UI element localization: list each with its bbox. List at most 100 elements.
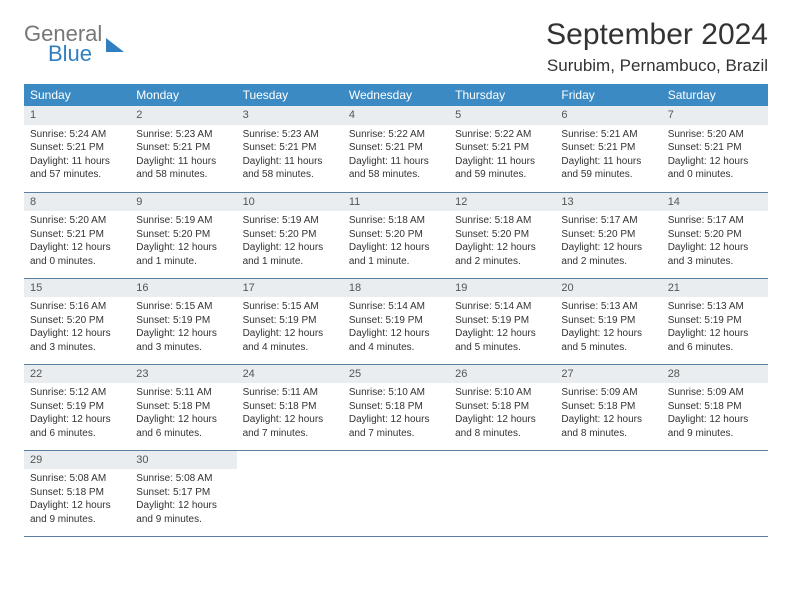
day-number: 21	[662, 279, 768, 298]
day-number: 2	[130, 106, 236, 125]
calendar-cell: 7Sunrise: 5:20 AMSunset: 5:21 PMDaylight…	[662, 106, 768, 192]
day-number: 3	[237, 106, 343, 125]
calendar-row: 29Sunrise: 5:08 AMSunset: 5:18 PMDayligh…	[24, 450, 768, 536]
sunrise-text: Sunrise: 5:11 AM	[136, 386, 230, 400]
calendar-row: 1Sunrise: 5:24 AMSunset: 5:21 PMDaylight…	[24, 106, 768, 192]
calendar-cell: 17Sunrise: 5:15 AMSunset: 5:19 PMDayligh…	[237, 278, 343, 364]
calendar-cell: 29Sunrise: 5:08 AMSunset: 5:18 PMDayligh…	[24, 450, 130, 536]
sunrise-text: Sunrise: 5:20 AM	[668, 128, 762, 142]
day-details: Sunrise: 5:19 AMSunset: 5:20 PMDaylight:…	[130, 211, 236, 274]
day-number: 17	[237, 279, 343, 298]
sunset-text: Sunset: 5:20 PM	[136, 228, 230, 242]
calendar-row: 15Sunrise: 5:16 AMSunset: 5:20 PMDayligh…	[24, 278, 768, 364]
day-number: 9	[130, 193, 236, 212]
daylight-text: Daylight: 12 hours and 4 minutes.	[243, 327, 337, 354]
day-number: 20	[555, 279, 661, 298]
day-details: Sunrise: 5:20 AMSunset: 5:21 PMDaylight:…	[662, 125, 768, 188]
day-number: 8	[24, 193, 130, 212]
day-details: Sunrise: 5:23 AMSunset: 5:21 PMDaylight:…	[237, 125, 343, 188]
calendar-cell: 11 Sunrise: 5:18 AMSunset: 5:20 PMDayligh…	[343, 192, 449, 278]
day-number: 30	[130, 451, 236, 470]
calendar-cell: 30Sunrise: 5:08 AMSunset: 5:17 PMDayligh…	[130, 450, 236, 536]
day-details: Sunrise: 5:11 AMSunset: 5:18 PMDaylight:…	[237, 383, 343, 446]
sunrise-text: Sunrise: 5:10 AM	[349, 386, 443, 400]
sunrise-text: Sunrise: 5:16 AM	[30, 300, 124, 314]
day-number: 22	[24, 365, 130, 384]
calendar-cell: 8Sunrise: 5:20 AMSunset: 5:21 PMDaylight…	[24, 192, 130, 278]
day-number: 11	[343, 193, 449, 212]
daylight-text: Daylight: 12 hours and 5 minutes.	[455, 327, 549, 354]
day-number: 7	[662, 106, 768, 125]
daylight-text: Daylight: 12 hours and 1 minute.	[136, 241, 230, 268]
daylight-text: Daylight: 11 hours and 58 minutes.	[349, 155, 443, 182]
day-details: Sunrise: 5:13 AMSunset: 5:19 PMDaylight:…	[555, 297, 661, 360]
calendar-row: 22Sunrise: 5:12 AMSunset: 5:19 PMDayligh…	[24, 364, 768, 450]
sunset-text: Sunset: 5:20 PM	[243, 228, 337, 242]
calendar-cell: 23Sunrise: 5:11 AMSunset: 5:18 PMDayligh…	[130, 364, 236, 450]
day-details: Sunrise: 5:08 AMSunset: 5:18 PMDaylight:…	[24, 469, 130, 532]
sunrise-text: Sunrise: 5:23 AM	[136, 128, 230, 142]
calendar-body: 1Sunrise: 5:24 AMSunset: 5:21 PMDaylight…	[24, 106, 768, 536]
sunset-text: Sunset: 5:20 PM	[349, 228, 443, 242]
day-details: Sunrise: 5:18 AMSunset: 5:20 PMDaylight:…	[449, 211, 555, 274]
day-details: Sunrise: 5:15 AMSunset: 5:19 PMDaylight:…	[130, 297, 236, 360]
day-details: Sunrise: 5:12 AMSunset: 5:19 PMDaylight:…	[24, 383, 130, 446]
calendar-cell: 24Sunrise: 5:11 AMSunset: 5:18 PMDayligh…	[237, 364, 343, 450]
calendar-cell: 9Sunrise: 5:19 AMSunset: 5:20 PMDaylight…	[130, 192, 236, 278]
weekday-header: Thursday	[449, 84, 555, 106]
day-number: 29	[24, 451, 130, 470]
daylight-text: Daylight: 11 hours and 59 minutes.	[455, 155, 549, 182]
sunrise-text: Sunrise: 5:22 AM	[349, 128, 443, 142]
daylight-text: Daylight: 11 hours and 58 minutes.	[136, 155, 230, 182]
daylight-text: Daylight: 12 hours and 1 minute.	[349, 241, 443, 268]
day-details: Sunrise: 5:14 AMSunset: 5:19 PMDaylight:…	[343, 297, 449, 360]
weekday-header: Tuesday	[237, 84, 343, 106]
location: Surubim, Pernambuco, Brazil	[546, 56, 768, 76]
day-details: Sunrise: 5:10 AMSunset: 5:18 PMDaylight:…	[449, 383, 555, 446]
daylight-text: Daylight: 12 hours and 9 minutes.	[30, 499, 124, 526]
calendar-cell: 12Sunrise: 5:18 AMSunset: 5:20 PMDayligh…	[449, 192, 555, 278]
daylight-text: Daylight: 12 hours and 7 minutes.	[243, 413, 337, 440]
calendar-cell: 18Sunrise: 5:14 AMSunset: 5:19 PMDayligh…	[343, 278, 449, 364]
brand-line2: Blue	[48, 44, 102, 64]
sunset-text: Sunset: 5:19 PM	[243, 314, 337, 328]
sunrise-text: Sunrise: 5:23 AM	[243, 128, 337, 142]
brand-logo: General Blue	[24, 18, 124, 64]
sunrise-text: Sunrise: 5:09 AM	[561, 386, 655, 400]
daylight-text: Daylight: 12 hours and 2 minutes.	[455, 241, 549, 268]
brand-triangle-icon	[106, 38, 124, 52]
day-number: 23	[130, 365, 236, 384]
day-number: 4	[343, 106, 449, 125]
sunset-text: Sunset: 5:19 PM	[30, 400, 124, 414]
calendar-cell	[555, 450, 661, 536]
daylight-text: Daylight: 12 hours and 6 minutes.	[30, 413, 124, 440]
weekday-header: Wednesday	[343, 84, 449, 106]
day-number: 14	[662, 193, 768, 212]
sunset-text: Sunset: 5:21 PM	[561, 141, 655, 155]
sunrise-text: Sunrise: 5:13 AM	[668, 300, 762, 314]
day-details: Sunrise: 5:08 AMSunset: 5:17 PMDaylight:…	[130, 469, 236, 532]
day-details: Sunrise: 5:16 AMSunset: 5:20 PMDaylight:…	[24, 297, 130, 360]
sunrise-text: Sunrise: 5:20 AM	[30, 214, 124, 228]
sunrise-text: Sunrise: 5:08 AM	[30, 472, 124, 486]
sunrise-text: Sunrise: 5:18 AM	[349, 214, 443, 228]
day-details: Sunrise: 5:13 AMSunset: 5:19 PMDaylight:…	[662, 297, 768, 360]
sunset-text: Sunset: 5:18 PM	[455, 400, 549, 414]
sunrise-text: Sunrise: 5:21 AM	[561, 128, 655, 142]
daylight-text: Daylight: 12 hours and 9 minutes.	[668, 413, 762, 440]
sunset-text: Sunset: 5:19 PM	[455, 314, 549, 328]
calendar-cell: 19Sunrise: 5:14 AMSunset: 5:19 PMDayligh…	[449, 278, 555, 364]
sunset-text: Sunset: 5:21 PM	[455, 141, 549, 155]
sunset-text: Sunset: 5:19 PM	[349, 314, 443, 328]
calendar-cell: 26Sunrise: 5:10 AMSunset: 5:18 PMDayligh…	[449, 364, 555, 450]
sunset-text: Sunset: 5:18 PM	[30, 486, 124, 500]
calendar-cell	[662, 450, 768, 536]
daylight-text: Daylight: 12 hours and 6 minutes.	[668, 327, 762, 354]
daylight-text: Daylight: 12 hours and 5 minutes.	[561, 327, 655, 354]
sunrise-text: Sunrise: 5:11 AM	[243, 386, 337, 400]
sunrise-text: Sunrise: 5:15 AM	[136, 300, 230, 314]
sunset-text: Sunset: 5:21 PM	[243, 141, 337, 155]
sunset-text: Sunset: 5:21 PM	[136, 141, 230, 155]
day-details: Sunrise: 5:21 AMSunset: 5:21 PMDaylight:…	[555, 125, 661, 188]
day-details: Sunrise: 5:22 AMSunset: 5:21 PMDaylight:…	[343, 125, 449, 188]
